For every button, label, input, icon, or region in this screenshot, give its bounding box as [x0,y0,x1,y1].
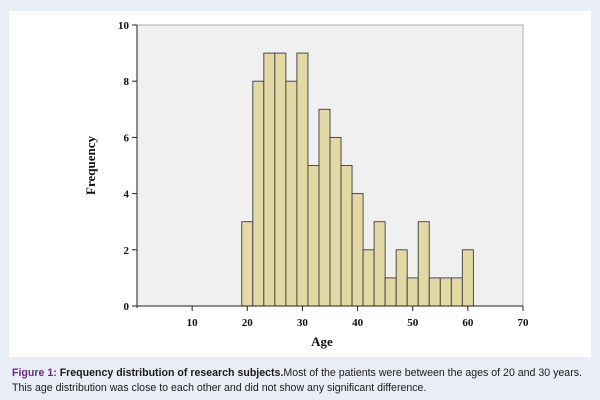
x-tick-label: 40 [352,317,364,329]
x-tick-label: 10 [187,317,199,329]
y-axis: 0 2 4 6 8 10 [118,20,138,313]
histogram-bar [285,80,298,307]
histogram-bar [450,277,463,307]
y-tick-label: 10 [118,20,130,32]
histogram-bar [252,80,265,307]
histogram-bar [318,108,331,307]
histogram-bar [340,165,353,307]
y-axis-label: Frequency [83,136,98,195]
histogram-bar [241,221,254,307]
x-axis: 10 20 30 40 50 60 70 [137,305,530,329]
y-tick-label: 0 [124,301,130,313]
histogram-bar [439,277,452,307]
histogram-bar [373,221,386,307]
caption-text: Most of the patients were between the ag… [12,367,582,394]
x-tick-label: 50 [407,317,419,329]
histogram-chart: 0 2 4 6 8 10 10 20 30 40 50 60 70 Frequency Age [83,20,530,349]
x-tick-label: 30 [297,317,309,329]
chart-card: 0 2 4 6 8 10 10 20 30 40 50 60 70 Frequency Age [9,11,591,357]
histogram-bar [395,249,408,307]
histogram-bar [428,277,441,307]
y-tick-label: 2 [124,245,130,257]
histogram-bar [406,277,419,307]
histogram-bar [351,193,364,307]
x-tick-label: 70 [518,317,530,329]
histogram-bar [417,221,430,307]
histogram-bar [296,52,309,307]
histogram-bar [307,165,320,307]
x-axis-label: Age [311,334,333,349]
histogram-bar [274,52,287,307]
histogram-bar [329,136,342,307]
histogram-bar [384,277,397,307]
caption-label: Figure 1: [12,367,57,379]
histogram-bar [362,249,375,307]
x-tick-label: 60 [462,317,474,329]
histogram-bar [461,249,474,307]
y-tick-label: 6 [124,132,130,144]
x-tick-label: 20 [242,317,254,329]
y-tick-label: 8 [124,76,130,88]
histogram-bar [263,52,276,307]
figure-caption: Figure 1: Frequency distribution of rese… [12,366,592,396]
y-tick-label: 4 [124,189,130,201]
caption-title: Frequency distribution of research subje… [59,367,284,379]
